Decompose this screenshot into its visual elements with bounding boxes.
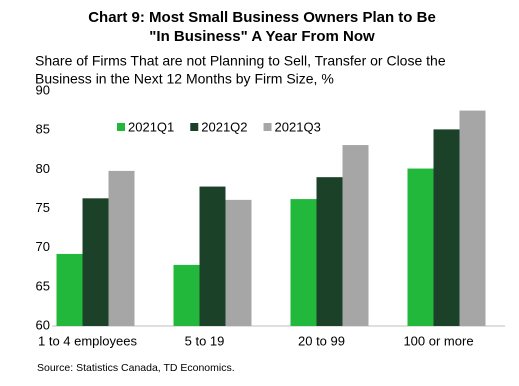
legend-label: 2021Q3: [275, 119, 321, 134]
y-tick-label: 85: [36, 122, 50, 137]
y-tick-label: 90: [36, 82, 50, 97]
bar: [108, 170, 135, 326]
bar: [433, 129, 460, 326]
x-tick-label: 20 to 99: [298, 333, 345, 348]
bar: [316, 177, 343, 326]
bar: [56, 253, 83, 326]
source-note: Source: Statistics Canada, TD Economics.: [37, 362, 235, 374]
chart-subtitle: Business in the Next 12 Months by Firm S…: [35, 71, 334, 87]
legend-label: 2021Q2: [201, 119, 247, 134]
bar: [173, 264, 200, 326]
y-tick-label: 80: [36, 161, 50, 176]
x-tick-label: 5 to 19: [185, 333, 225, 348]
chart-title: Chart 9: Most Small Business Owners Plan…: [88, 9, 436, 26]
x-tick-label: 1 to 4 employees: [38, 333, 138, 348]
legend-label: 2021Q1: [128, 119, 174, 134]
legend-swatch: [190, 123, 199, 131]
bar: [459, 110, 486, 326]
y-tick-label: 65: [36, 278, 50, 293]
bar: [82, 198, 109, 326]
y-tick-label: 60: [36, 317, 50, 332]
chart-title: "In Business" A Year From Now: [149, 28, 375, 45]
x-tick-label: 100 or more: [403, 333, 473, 348]
bar: [342, 145, 369, 326]
bar: [199, 186, 226, 326]
bar: [407, 168, 434, 326]
y-tick-label: 70: [36, 239, 50, 254]
bar: [290, 199, 317, 326]
y-tick-label: 75: [36, 200, 50, 215]
legend-swatch: [117, 123, 125, 131]
bar: [225, 199, 252, 326]
chart-subtitle: Share of Firms That are not Planning to …: [35, 53, 446, 69]
legend-swatch: [263, 123, 272, 131]
